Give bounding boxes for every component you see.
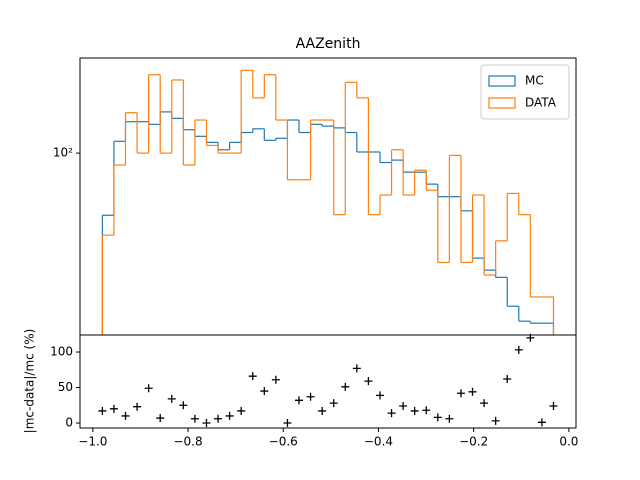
point [422,406,431,415]
point [456,389,465,398]
point [190,414,199,423]
point [156,414,165,423]
y-axis-label: |mc-data|/mc (%) [23,329,37,434]
y-tick-label: 50 [58,380,73,394]
legend-swatch [488,75,516,87]
point [144,384,153,393]
point [410,406,419,415]
point [364,377,373,386]
x-tick-label: −1.0 [78,435,107,449]
y-tick-label: 10² [53,146,73,160]
point [214,414,223,423]
axes-frame [79,334,577,429]
point [318,406,327,415]
legend-label: DATA [525,96,557,110]
point [109,404,118,413]
x-tick-label: −0.2 [459,435,488,449]
y-tick-label: 0 [65,416,73,430]
point [306,392,315,401]
point [133,402,142,411]
x-tick-label: −0.8 [173,435,202,449]
point [271,375,280,384]
point [202,419,211,428]
point [248,372,257,381]
point [387,409,396,418]
point [225,411,234,420]
point [341,382,350,391]
legend-box [480,64,570,120]
point [283,419,292,428]
chart-title: AAZenith [296,36,361,52]
point [329,399,338,408]
legend-label: MC [525,74,544,88]
plot-area [101,69,555,335]
point [399,401,408,410]
point [503,375,512,384]
point [260,387,269,396]
y-tick-label: 100 [50,345,73,359]
x-tick-label: −0.6 [269,435,298,449]
point [352,364,361,373]
x-tick-label: 0.0 [559,435,578,449]
point [179,401,188,410]
x-tick-label: −0.4 [364,435,393,449]
point [98,406,107,415]
point [445,414,454,423]
point [491,416,500,425]
point [295,396,304,405]
point [480,399,489,408]
point [468,387,477,396]
point [433,413,442,422]
point [375,391,384,400]
point [237,406,246,415]
point [121,411,130,420]
point [537,418,546,427]
point [549,401,558,410]
point [514,345,523,354]
legend-swatch [488,97,516,109]
point [167,394,176,403]
